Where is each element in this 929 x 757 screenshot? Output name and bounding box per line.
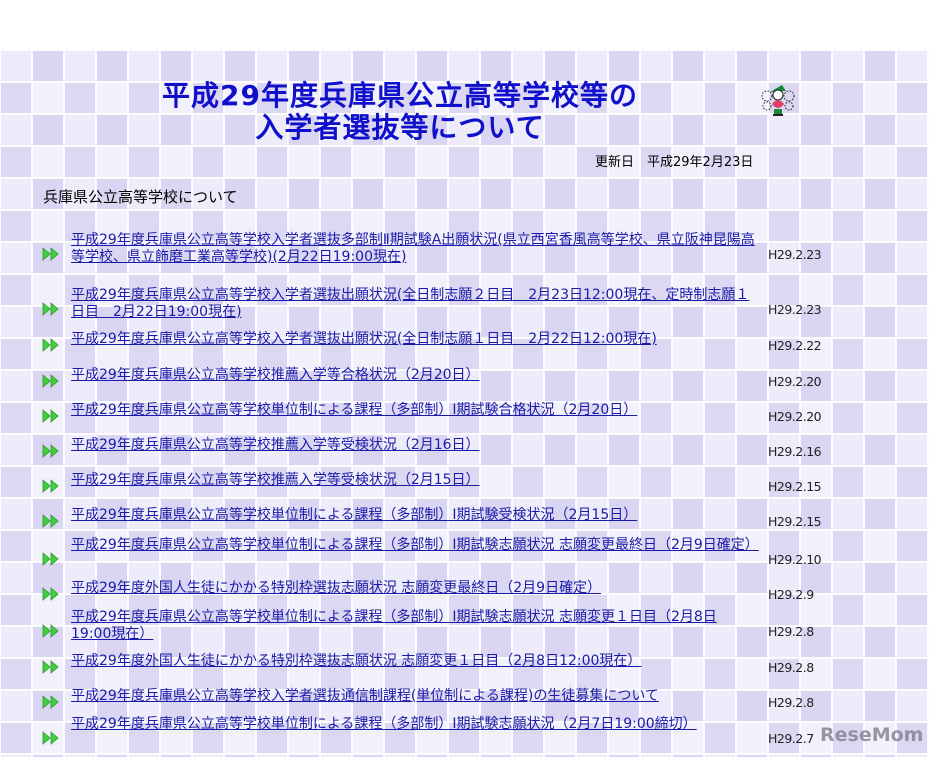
news-date: H29.2.9 <box>768 587 814 602</box>
mascot-icon <box>761 85 795 116</box>
news-date: H29.2.16 <box>768 444 822 459</box>
news-date: H29.2.15 <box>768 479 822 494</box>
news-link[interactable]: 平成29年度外国人生徒にかかる特別枠選抜志願状況 志願変更最終日（2月9日確定） <box>71 580 602 596</box>
double-arrow-icon <box>42 695 59 709</box>
news-link[interactable]: 平成29年度兵庫県公立高等学校単位制による課程（多部制）Ⅰ期試験志願状況 志願変… <box>71 537 759 553</box>
news-link[interactable]: 平成29年度兵庫県公立高等学校入学者選抜出願状況(全日制志願２日目 2月23日1… <box>71 287 750 320</box>
news-link[interactable]: 平成29年度兵庫県公立高等学校入学者選抜多部制Ⅱ期試験A出願状況(県立西宮香風高… <box>71 232 755 265</box>
news-date: H29.2.20 <box>768 374 822 389</box>
news-link[interactable]: 平成29年度兵庫県公立高等学校推薦入学等受検状況（2月16日） <box>71 437 480 453</box>
tiled-background <box>0 50 929 757</box>
news-link[interactable]: 平成29年度兵庫県公立高等学校推薦入学等合格状況（2月20日） <box>71 367 480 383</box>
news-link[interactable]: 平成29年度外国人生徒にかかる特別枠選抜志願状況 志願変更１日目（2月8日12:… <box>71 653 642 669</box>
double-arrow-icon <box>42 624 59 638</box>
news-link[interactable]: 平成29年度兵庫県公立高等学校単位制による課程（多部制）Ⅰ期試験受検状況（2月1… <box>71 507 638 523</box>
news-date: H29.2.8 <box>768 695 814 710</box>
double-arrow-icon <box>42 409 59 423</box>
double-arrow-icon <box>42 338 59 352</box>
page-title-line1: 平成29年度兵庫県公立高等学校等の <box>162 79 638 112</box>
news-link[interactable]: 平成29年度兵庫県公立高等学校入学者選抜出願状況(全日制志願１日目 2月22日1… <box>71 331 657 347</box>
news-link[interactable]: 平成29年度兵庫県公立高等学校単位制による課程（多部制）Ⅰ期試験合格状況（2月2… <box>71 402 638 418</box>
double-arrow-icon <box>42 302 59 316</box>
news-date: H29.2.15 <box>768 514 822 529</box>
double-arrow-icon <box>42 374 59 388</box>
news-date: H29.2.8 <box>768 624 814 639</box>
double-arrow-icon <box>42 247 59 261</box>
news-date: H29.2.23 <box>768 302 822 317</box>
double-arrow-icon <box>42 660 59 674</box>
double-arrow-icon <box>42 444 59 458</box>
updated-date: 更新日 平成29年2月23日 <box>595 155 754 170</box>
page-title-line2: 入学者選抜等について <box>255 111 545 144</box>
news-date: H29.2.22 <box>768 338 822 353</box>
news-date: H29.2.10 <box>768 552 822 567</box>
double-arrow-icon <box>42 587 59 601</box>
section-title: 兵庫県公立高等学校について <box>43 188 238 206</box>
news-date: H29.2.23 <box>768 247 822 262</box>
news-link[interactable]: 平成29年度兵庫県公立高等学校単位制による課程（多部制）Ⅰ期試験志願状況 志願変… <box>71 609 717 642</box>
double-arrow-icon <box>42 479 59 493</box>
news-date: H29.2.8 <box>768 660 814 675</box>
news-date: H29.2.7 <box>768 731 814 746</box>
news-link[interactable]: 平成29年度兵庫県公立高等学校単位制による課程（多部制）Ⅰ期試験志願状況（2月7… <box>71 716 697 732</box>
double-arrow-icon <box>42 552 59 566</box>
news-date: H29.2.20 <box>768 409 822 424</box>
double-arrow-icon <box>42 514 59 528</box>
resemom-watermark: ReseMom <box>820 724 924 746</box>
double-arrow-icon <box>42 731 59 745</box>
news-link[interactable]: 平成29年度兵庫県公立高等学校入学者選抜通信制課程(単位制による課程)の生徒募集… <box>71 688 659 704</box>
news-link[interactable]: 平成29年度兵庫県公立高等学校推薦入学等受検状況（2月15日） <box>71 472 480 488</box>
